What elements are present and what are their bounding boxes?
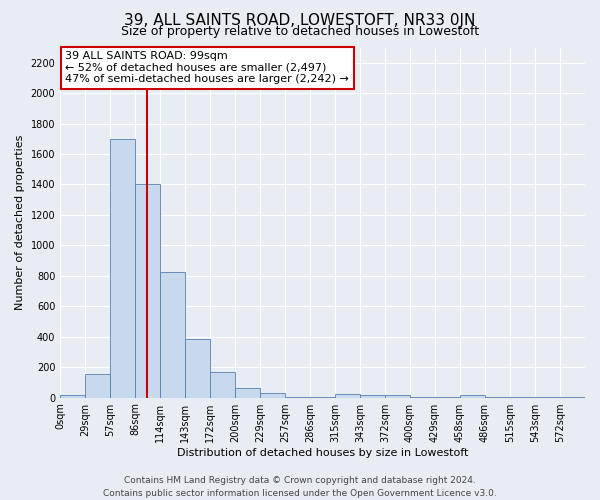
Bar: [435, 397, 460, 398]
Bar: [110, 139, 134, 398]
Bar: [535, 397, 560, 398]
Bar: [310, 397, 335, 398]
Bar: [360, 394, 385, 398]
Bar: [335, 394, 359, 398]
Y-axis label: Number of detached properties: Number of detached properties: [15, 135, 25, 310]
X-axis label: Distribution of detached houses by size in Lowestoft: Distribution of detached houses by size …: [177, 448, 468, 458]
Bar: [235, 388, 260, 398]
Bar: [135, 184, 160, 398]
Bar: [85, 374, 110, 398]
Bar: [285, 397, 310, 398]
Bar: [60, 396, 85, 398]
Bar: [260, 393, 284, 398]
Bar: [210, 372, 235, 398]
Bar: [485, 397, 509, 398]
Bar: [185, 339, 209, 398]
Text: Contains HM Land Registry data © Crown copyright and database right 2024.
Contai: Contains HM Land Registry data © Crown c…: [103, 476, 497, 498]
Bar: [160, 272, 185, 398]
Bar: [510, 397, 535, 398]
Bar: [560, 397, 584, 398]
Bar: [410, 397, 434, 398]
Text: Size of property relative to detached houses in Lowestoft: Size of property relative to detached ho…: [121, 25, 479, 38]
Bar: [460, 394, 485, 398]
Bar: [385, 394, 410, 398]
Text: 39 ALL SAINTS ROAD: 99sqm
← 52% of detached houses are smaller (2,497)
47% of se: 39 ALL SAINTS ROAD: 99sqm ← 52% of detac…: [65, 51, 349, 84]
Text: 39, ALL SAINTS ROAD, LOWESTOFT, NR33 0JN: 39, ALL SAINTS ROAD, LOWESTOFT, NR33 0JN: [124, 12, 476, 28]
